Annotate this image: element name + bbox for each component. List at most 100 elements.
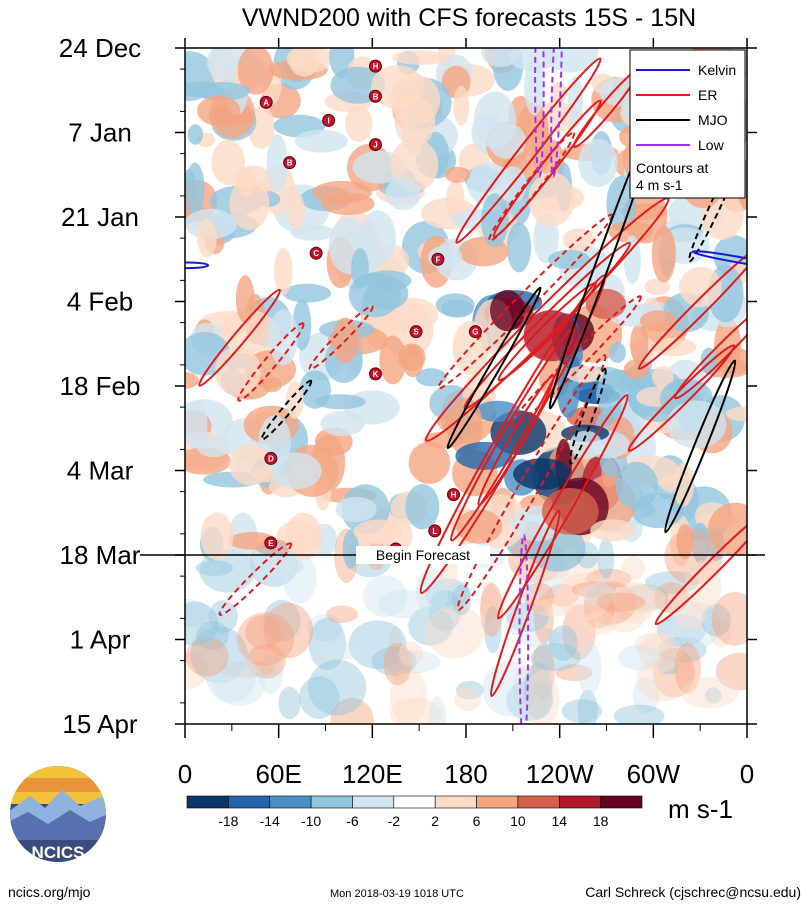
colorbar-swatch — [600, 795, 643, 809]
shade-cell — [577, 689, 598, 724]
colorbar-level: -6 — [346, 813, 359, 829]
shade-cell — [528, 172, 575, 227]
shade-cell — [691, 522, 710, 564]
colorbar-units: m s-1 — [668, 794, 733, 824]
shade-cell — [674, 600, 707, 631]
x-tick-label: 120W — [526, 759, 594, 789]
shade-cell — [583, 581, 637, 625]
shade-cell — [578, 138, 618, 188]
shade-cell — [453, 85, 470, 126]
shade-cell — [196, 218, 217, 258]
colorbar-swatch — [558, 795, 601, 809]
storm-marker — [409, 325, 423, 339]
shade-cell — [263, 599, 301, 642]
shade-cell — [286, 381, 304, 419]
legend-label: Kelvin — [698, 62, 736, 78]
contour-er — [627, 344, 736, 452]
shade-cell — [456, 509, 503, 544]
shade-cell — [585, 568, 632, 589]
storm-marker-label: F — [435, 255, 440, 264]
shade-cell — [531, 643, 581, 672]
shade-cell — [725, 406, 747, 422]
contour-er — [654, 508, 747, 626]
shade-cell — [673, 462, 694, 507]
shade-cell — [440, 299, 474, 318]
shade-cell — [513, 458, 572, 490]
storm-marker — [283, 156, 297, 170]
shade-cell — [362, 575, 407, 617]
contour-mjo — [568, 367, 607, 465]
shade-cell — [284, 512, 323, 560]
shade-cell — [235, 275, 255, 324]
shade-cell — [636, 657, 689, 702]
shade-cell — [705, 687, 722, 704]
storm-marker-label: D — [268, 454, 274, 463]
shade-cell — [602, 599, 646, 633]
colorbar-swatch — [228, 795, 271, 809]
y-tick-label: 15 Apr — [62, 709, 138, 739]
shade-cell — [550, 81, 567, 105]
shade-cell — [236, 612, 295, 666]
shade-cell — [558, 572, 611, 621]
shade-cell — [185, 637, 229, 677]
contour-low — [550, 48, 563, 178]
shade-cell — [330, 697, 374, 724]
shade-cell — [555, 664, 593, 682]
storm-marker-label: S — [413, 328, 419, 337]
shade-cell — [428, 589, 462, 632]
shade-cell — [534, 594, 554, 644]
shade-cell — [571, 581, 617, 598]
shade-cell — [439, 558, 458, 587]
shade-cell — [590, 519, 636, 542]
y-tick-label: 21 Jan — [61, 202, 139, 232]
storm-marker-label: A — [263, 98, 269, 107]
shade-cell — [597, 538, 615, 579]
contour-er — [477, 374, 555, 506]
storm-marker — [368, 367, 382, 381]
shade-cell — [383, 642, 412, 686]
y-tick-label: 18 Feb — [60, 371, 141, 401]
shade-cell — [426, 604, 484, 659]
shade-cell — [187, 124, 204, 145]
storm-marker-label: B — [373, 92, 379, 101]
shade-cell — [674, 642, 701, 694]
shade-cell — [353, 519, 403, 544]
storm-marker — [468, 325, 482, 339]
storm-marker — [368, 59, 382, 73]
contour-er — [488, 131, 576, 242]
shade-cell — [408, 606, 453, 646]
shade-cell — [674, 602, 721, 650]
contour-er — [496, 394, 629, 620]
shade-cell — [615, 581, 656, 624]
shade-cell — [299, 370, 331, 409]
shade-cell — [415, 368, 447, 387]
shade-cell — [294, 129, 348, 153]
shade-cell — [263, 602, 314, 659]
x-tick-label: 120E — [342, 759, 403, 789]
legend-label: MJO — [698, 112, 728, 128]
ncics-logo: NCICS — [10, 766, 106, 862]
contour-er — [198, 288, 281, 387]
y-tick-label: 18 Mar — [60, 540, 141, 570]
storm-marker — [309, 246, 323, 260]
shade-cell — [545, 583, 579, 607]
storm-marker — [264, 536, 278, 550]
shade-cell — [246, 644, 286, 679]
shade-cell — [185, 601, 219, 646]
shade-cell — [185, 372, 199, 389]
colorbar-swatch — [269, 795, 312, 809]
legend: Kelvin ER MJO Low Contours at4 m s-1 — [629, 49, 746, 199]
shade-cell — [523, 662, 553, 720]
shade-cell — [408, 441, 451, 484]
contour-low — [518, 533, 530, 724]
shade-cell — [392, 50, 449, 65]
shade-cell — [531, 643, 555, 700]
shade-cell — [543, 48, 599, 73]
shade-cell — [480, 583, 504, 637]
shade-cell — [596, 592, 646, 612]
shade-cell — [701, 604, 731, 637]
shade-cell — [228, 532, 277, 550]
shade-cell — [513, 665, 537, 710]
shade-cell — [307, 614, 343, 642]
